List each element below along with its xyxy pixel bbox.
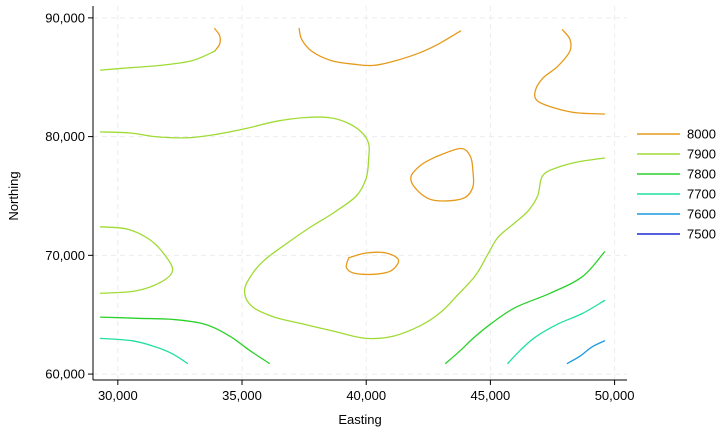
y-axis-title: Northing bbox=[6, 171, 21, 220]
contour-line-7900 bbox=[99, 226, 174, 294]
legend-label-7800: 7800 bbox=[687, 167, 716, 182]
grid-lines bbox=[93, 6, 627, 380]
contour-line-7900 bbox=[99, 50, 216, 71]
legend: 8000 7900 7800 7700 7600 7500 bbox=[637, 127, 716, 242]
contour-line-7600 bbox=[566, 340, 606, 365]
contour-line-8000 bbox=[410, 147, 475, 202]
contour-lines bbox=[99, 27, 606, 365]
legend-label-7600: 7600 bbox=[687, 207, 716, 222]
y-tick-label: 90,000 bbox=[45, 10, 85, 25]
x-tick-label: 50,000 bbox=[595, 388, 635, 403]
y-tick-label: 70,000 bbox=[45, 248, 85, 263]
contour-line-7800 bbox=[99, 316, 270, 365]
x-tick-label: 40,000 bbox=[346, 388, 386, 403]
contour-line-7800 bbox=[445, 251, 606, 365]
x-tick-label: 30,000 bbox=[98, 388, 138, 403]
contour-line-8000 bbox=[534, 29, 606, 115]
x-axis-title: Easting bbox=[338, 412, 381, 427]
x-tick-label: 45,000 bbox=[471, 388, 511, 403]
contour-line-7900 bbox=[99, 116, 606, 340]
contour-line-8000 bbox=[345, 251, 400, 276]
legend-label-7700: 7700 bbox=[687, 187, 716, 202]
y-tick-label: 80,000 bbox=[45, 129, 85, 144]
y-tick-label: 60,000 bbox=[45, 367, 85, 382]
axes: 30,000 35,000 40,000 45,000 50,000 60,000 70,0… bbox=[45, 6, 634, 403]
legend-label-7900: 7900 bbox=[687, 147, 716, 162]
contour-line-7700 bbox=[507, 299, 606, 365]
x-tick-label: 35,000 bbox=[222, 388, 262, 403]
legend-label-8000: 8000 bbox=[687, 127, 716, 142]
contour-line-7700 bbox=[99, 337, 189, 365]
legend-label-7500: 7500 bbox=[687, 227, 716, 242]
contour-line-8000 bbox=[298, 27, 462, 67]
contour-line-8000 bbox=[214, 27, 221, 52]
